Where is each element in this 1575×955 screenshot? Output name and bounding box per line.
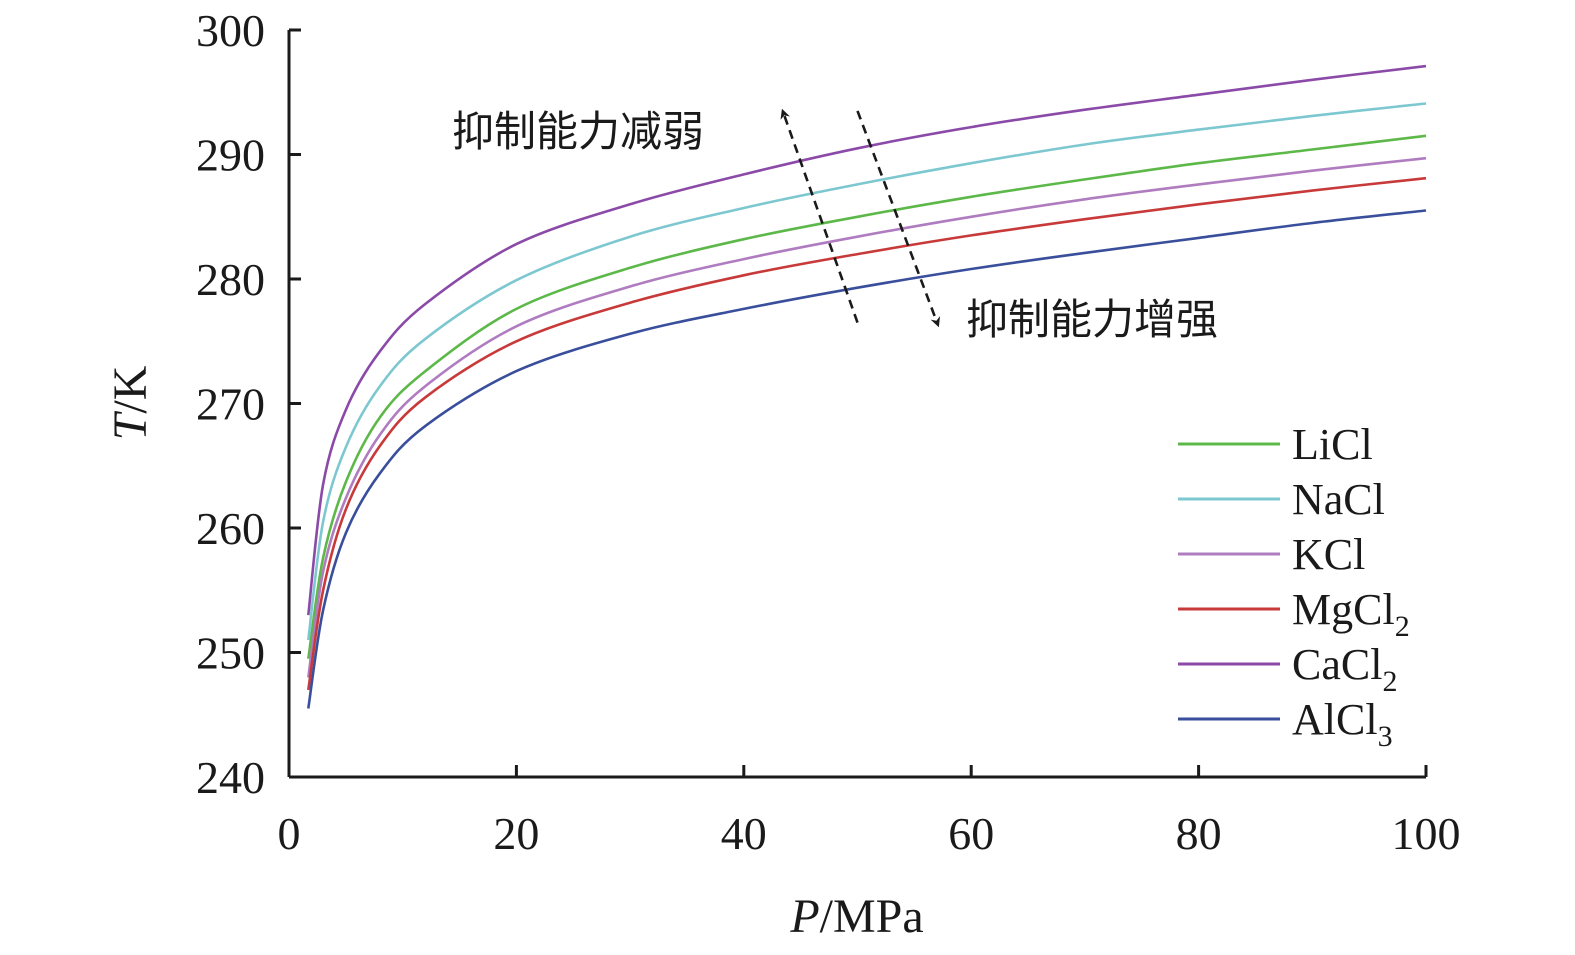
- y-tick-label: 250: [196, 628, 265, 679]
- legend-label: NaCl: [1292, 475, 1385, 524]
- series-line-alcl3: [307, 209, 1427, 709]
- y-tick-label: 300: [196, 5, 265, 56]
- y-axis-unit: /K: [104, 365, 157, 413]
- x-axis-label: P/MPa: [789, 890, 923, 943]
- series-lines: [307, 64, 1427, 709]
- y-tick-label: 280: [196, 254, 265, 305]
- series-line-mgcl2: [307, 176, 1427, 691]
- x-tick-label: 60: [948, 808, 994, 859]
- series-line-cacl2: [307, 64, 1427, 616]
- legend-label: MgCl2: [1292, 585, 1410, 643]
- x-axis-unit: /MPa: [820, 890, 924, 943]
- series-line-licl: [307, 134, 1427, 659]
- series-line-kcl: [307, 156, 1427, 678]
- annotation-arrow: [780, 108, 859, 324]
- x-tick-label: 0: [278, 808, 301, 859]
- ticks: 240 250 260 270 280 290 300 0 20 40 60 80 100: [196, 5, 1461, 859]
- legend-label: AlCl3: [1292, 695, 1393, 753]
- y-tick-label: 290: [196, 130, 265, 181]
- y-tick-label: 270: [196, 379, 265, 430]
- y-axis-var: T: [104, 410, 157, 440]
- x-tick-label: 20: [493, 808, 539, 859]
- legend-label: CaCl2: [1292, 640, 1397, 698]
- y-axis-label: T/K: [104, 365, 157, 440]
- legend-label: KCl: [1292, 530, 1365, 579]
- annotation-label: 抑制能力增强: [966, 295, 1218, 344]
- x-axis-var: P: [789, 890, 819, 943]
- y-tick-label: 240: [196, 752, 265, 803]
- series-line-nacl: [307, 102, 1427, 641]
- x-tick-label: 100: [1392, 808, 1461, 859]
- legend-label: LiCl: [1292, 420, 1373, 469]
- annotation-label: 抑制能力减弱: [452, 107, 704, 156]
- x-tick-label: 40: [721, 808, 767, 859]
- annotation-arrow: [856, 110, 941, 328]
- y-tick-label: 260: [196, 503, 265, 554]
- x-tick-label: 80: [1176, 808, 1222, 859]
